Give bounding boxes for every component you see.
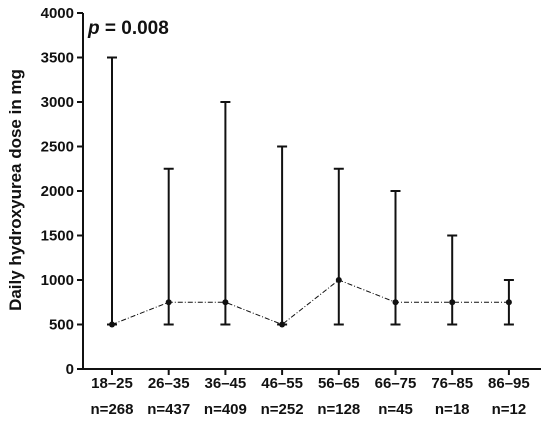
median-point <box>109 321 115 328</box>
sample-size-label: n=437 <box>147 401 190 418</box>
x-tick-label: 46–55 <box>261 375 303 392</box>
y-tick-label: 2000 <box>41 183 74 200</box>
median-point <box>279 321 286 328</box>
median-point <box>392 299 399 306</box>
median-point <box>505 299 512 306</box>
y-tick-label: 0 <box>66 361 74 378</box>
sample-size-label: n=252 <box>261 401 304 418</box>
y-tick-label: 500 <box>49 317 74 334</box>
sample-size-label: n=12 <box>492 401 527 418</box>
y-tick-label: 1500 <box>41 228 74 245</box>
median-line <box>111 279 509 326</box>
sample-size-label: n=128 <box>317 401 360 418</box>
x-tick-label: 86–95 <box>488 375 530 392</box>
sample-size-label: n=18 <box>435 401 470 418</box>
x-tick-label: 66–75 <box>375 375 417 392</box>
p-value-symbol: p <box>87 18 100 39</box>
y-tick-label: 3500 <box>41 50 74 67</box>
y-tick-label: 2500 <box>41 139 74 156</box>
y-tick-label: 3000 <box>41 94 74 111</box>
x-ticks: 18–25 n=268 26–35 n=437 36–45 n=409 46–55 n=252… <box>91 369 530 418</box>
x-tick-label: 26–35 <box>148 375 190 392</box>
y-tick-label: 1000 <box>41 272 74 289</box>
x-tick-label: 56–65 <box>318 375 360 392</box>
y-tick-label: 4000 <box>41 5 74 22</box>
range-bars <box>107 56 514 326</box>
x-tick-label: 36–45 <box>205 375 247 392</box>
sample-size-label: n=409 <box>204 401 247 418</box>
x-tick-label: 76–85 <box>431 375 473 392</box>
p-value-text: = 0.008 <box>100 18 169 39</box>
x-tick-label: 18–25 <box>91 375 133 392</box>
median-point <box>165 299 172 306</box>
median-point <box>335 277 342 283</box>
median-point <box>449 299 456 306</box>
median-point <box>222 299 229 306</box>
sample-size-label: n=268 <box>91 401 134 418</box>
sample-size-label: n=45 <box>378 401 413 418</box>
p-value-annotation: p = 0.008 <box>87 18 169 39</box>
median-points <box>109 277 512 328</box>
y-ticks: 0 500 1000 1500 2000 2500 3000 3500 4000 <box>41 5 83 378</box>
y-axis-label: Daily hydroxyurea dose in mg <box>6 69 25 311</box>
